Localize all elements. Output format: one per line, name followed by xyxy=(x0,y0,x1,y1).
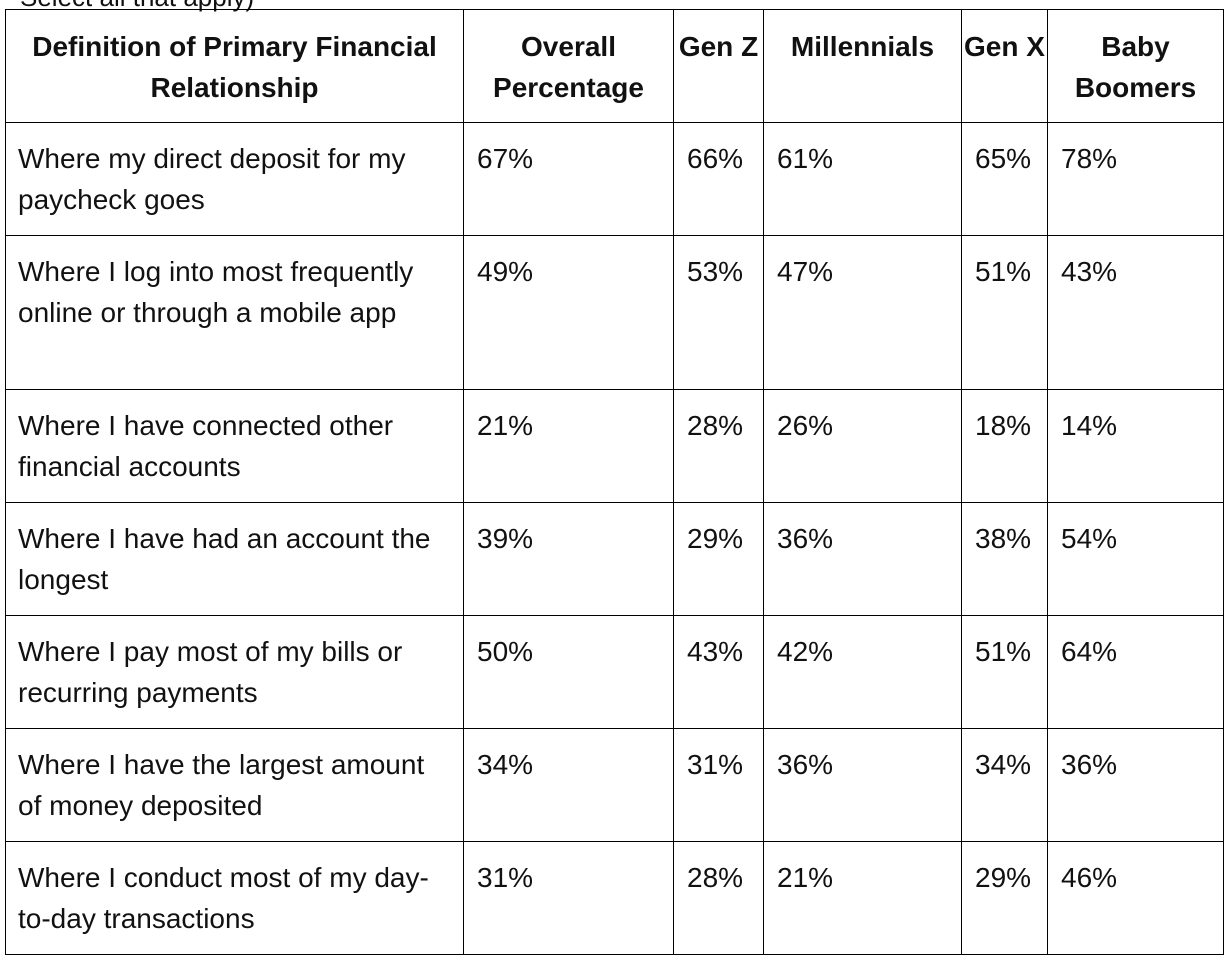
cell-millennials: 47% xyxy=(763,235,962,390)
cell-overall: 39% xyxy=(463,502,674,616)
cell-gen-z: 66% xyxy=(673,122,764,236)
cell-gen-x: 38% xyxy=(961,502,1048,616)
cell-millennials: 36% xyxy=(763,728,962,842)
table-header-row: Definition of Primary Financial Relation… xyxy=(5,9,1224,123)
cell-overall: 49% xyxy=(463,235,674,390)
cell-baby-boomers: 46% xyxy=(1047,841,1224,955)
table-row: Where I pay most of my bills or recurrin… xyxy=(5,615,1224,729)
column-header-baby-boomers: Baby Boomers xyxy=(1047,9,1224,123)
cell-gen-z: 28% xyxy=(673,841,764,955)
partial-caption-text: Select all that apply) xyxy=(20,0,254,10)
table-row: Where my direct deposit for my paycheck … xyxy=(5,122,1224,236)
cell-gen-z: 28% xyxy=(673,389,764,503)
cell-gen-x: 29% xyxy=(961,841,1048,955)
cell-baby-boomers: 43% xyxy=(1047,235,1224,390)
table-row: Where I log into most frequently online … xyxy=(5,235,1224,390)
cell-millennials: 42% xyxy=(763,615,962,729)
table-row: Where I have the largest amount of money… xyxy=(5,728,1224,842)
cell-gen-x: 51% xyxy=(961,615,1048,729)
table-row: Where I have had an account the longest … xyxy=(5,502,1224,616)
cell-overall: 21% xyxy=(463,389,674,503)
cell-gen-x: 65% xyxy=(961,122,1048,236)
row-label: Where I log into most frequently online … xyxy=(5,235,464,390)
cell-gen-x: 18% xyxy=(961,389,1048,503)
row-label: Where I conduct most of my day-to-day tr… xyxy=(5,841,464,955)
cell-overall: 31% xyxy=(463,841,674,955)
cell-baby-boomers: 78% xyxy=(1047,122,1224,236)
row-label: Where I pay most of my bills or recurrin… xyxy=(5,615,464,729)
column-header-gen-z: Gen Z xyxy=(673,9,764,123)
row-label: Where I have had an account the longest xyxy=(5,502,464,616)
column-header-millennials: Millennials xyxy=(763,9,962,123)
cell-overall: 67% xyxy=(463,122,674,236)
cell-gen-z: 43% xyxy=(673,615,764,729)
column-header-overall: Overall Percentage xyxy=(463,9,674,123)
cell-baby-boomers: 36% xyxy=(1047,728,1224,842)
cell-baby-boomers: 64% xyxy=(1047,615,1224,729)
cell-millennials: 36% xyxy=(763,502,962,616)
survey-results-table: Definition of Primary Financial Relation… xyxy=(5,9,1224,955)
cell-baby-boomers: 54% xyxy=(1047,502,1224,616)
cell-gen-z: 29% xyxy=(673,502,764,616)
cell-overall: 50% xyxy=(463,615,674,729)
cell-overall: 34% xyxy=(463,728,674,842)
cell-gen-z: 53% xyxy=(673,235,764,390)
table-row: Where I have connected other financial a… xyxy=(5,389,1224,503)
row-label: Where my direct deposit for my paycheck … xyxy=(5,122,464,236)
cell-gen-z: 31% xyxy=(673,728,764,842)
row-label: Where I have the largest amount of money… xyxy=(5,728,464,842)
cell-gen-x: 34% xyxy=(961,728,1048,842)
cell-baby-boomers: 14% xyxy=(1047,389,1224,503)
column-header-gen-x: Gen X xyxy=(961,9,1048,123)
table-row: Where I conduct most of my day-to-day tr… xyxy=(5,841,1224,955)
cell-gen-x: 51% xyxy=(961,235,1048,390)
row-label: Where I have connected other financial a… xyxy=(5,389,464,503)
cell-millennials: 61% xyxy=(763,122,962,236)
cell-millennials: 26% xyxy=(763,389,962,503)
cell-millennials: 21% xyxy=(763,841,962,955)
column-header-definition: Definition of Primary Financial Relation… xyxy=(5,9,464,123)
